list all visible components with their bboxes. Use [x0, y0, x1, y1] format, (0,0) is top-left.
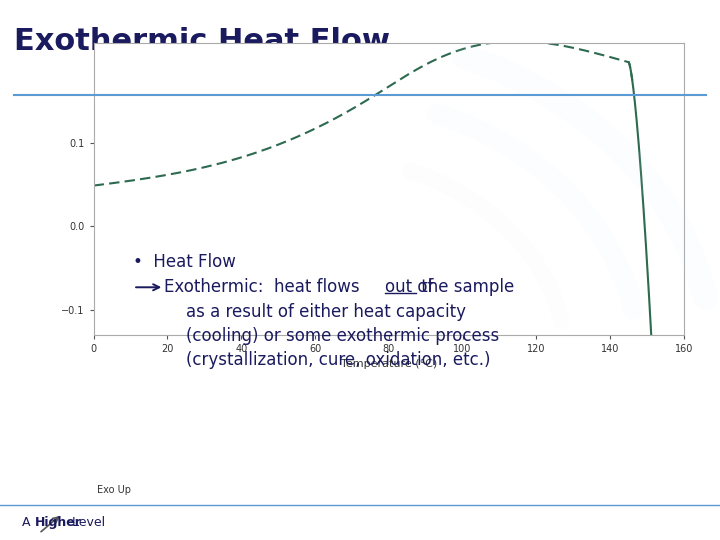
Text: as a result of either heat capacity: as a result of either heat capacity: [186, 303, 466, 321]
Text: Higher: Higher: [35, 516, 81, 529]
Text: •  Heat Flow: • Heat Flow: [133, 253, 236, 271]
Text: Exothermic:  heat flows: Exothermic: heat flows: [164, 278, 365, 296]
Text: Exothermic Heat Flow: Exothermic Heat Flow: [14, 27, 390, 56]
X-axis label: Temperature (°C): Temperature (°C): [341, 360, 437, 369]
Text: Level: Level: [68, 516, 106, 529]
Text: (crystallization, cure, oxidation, etc.): (crystallization, cure, oxidation, etc.): [186, 350, 490, 369]
FancyArrowPatch shape: [136, 284, 159, 291]
Text: A: A: [22, 516, 34, 529]
Text: Exo Up: Exo Up: [97, 485, 131, 495]
Text: the sample: the sample: [416, 278, 514, 296]
Text: (cooling) or some exothermic process: (cooling) or some exothermic process: [186, 327, 499, 345]
Text: out of: out of: [385, 278, 433, 296]
